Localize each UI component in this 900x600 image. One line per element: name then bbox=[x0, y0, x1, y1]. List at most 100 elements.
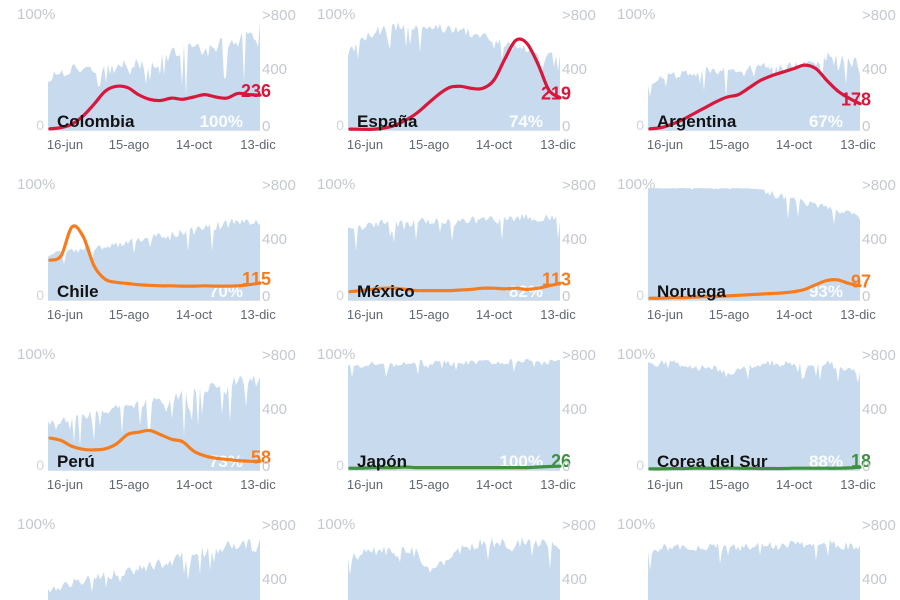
daily-cases-area bbox=[48, 218, 260, 300]
x-tick-label: 15-ago bbox=[709, 307, 749, 322]
y-axis-left-bottom-label: 0 bbox=[36, 287, 44, 303]
x-tick-label: 16-jun bbox=[647, 307, 683, 322]
y-axis-left-bottom-label: 0 bbox=[336, 117, 344, 133]
share-label: 82% bbox=[509, 282, 543, 301]
rate-line bbox=[48, 224, 262, 288]
daily-cases-area bbox=[348, 22, 560, 130]
x-tick-label: 16-jun bbox=[647, 137, 683, 152]
x-tick-label: 14-oct bbox=[176, 477, 213, 492]
daily-cases-area bbox=[48, 374, 260, 470]
y-axis-right-mid-label: 400 bbox=[862, 401, 887, 418]
x-tick-label: 13-dic bbox=[840, 477, 876, 492]
y-axis-left-top-label: 100% bbox=[17, 176, 55, 193]
country-name-label: Argentina bbox=[657, 112, 737, 131]
x-tick-label: 15-ago bbox=[709, 477, 749, 492]
y-axis-right-top-label: >800 bbox=[262, 177, 296, 194]
y-axis-right-top-label: >800 bbox=[862, 517, 896, 534]
x-tick-label: 14-oct bbox=[476, 307, 513, 322]
x-tick-label: 13-dic bbox=[240, 477, 276, 492]
line-end-value-label: 97 bbox=[851, 272, 871, 292]
share-label: 100% bbox=[200, 112, 243, 131]
country-name-label: Colombia bbox=[57, 112, 135, 131]
x-tick-label: 13-dic bbox=[540, 477, 576, 492]
line-end-value-label: 113 bbox=[542, 269, 571, 289]
x-tick-label: 14-oct bbox=[776, 477, 813, 492]
y-axis-right-bottom-label: 0 bbox=[562, 288, 570, 305]
y-axis-left-top-label: 100% bbox=[617, 176, 655, 193]
y-axis-right-mid-label: 400 bbox=[262, 401, 287, 418]
x-tick-label: 16-jun bbox=[647, 477, 683, 492]
country-name-label: Japón bbox=[357, 452, 407, 471]
y-axis-left-bottom-label: 0 bbox=[336, 287, 344, 303]
x-tick-label: 16-jun bbox=[47, 477, 83, 492]
y-axis-left-bottom-label: 0 bbox=[36, 117, 44, 133]
y-axis-left-top-label: 100% bbox=[617, 516, 655, 533]
x-tick-label: 15-ago bbox=[409, 307, 449, 322]
rate-line bbox=[48, 428, 262, 463]
y-axis-left-bottom-label: 0 bbox=[636, 457, 644, 473]
line-end-value-label: 18 bbox=[851, 451, 871, 471]
rate-line bbox=[348, 37, 562, 131]
y-axis-right-top-label: >800 bbox=[562, 347, 596, 364]
y-axis-left-top-label: 100% bbox=[317, 6, 355, 23]
x-tick-label: 15-ago bbox=[109, 307, 149, 322]
y-axis-right-top-label: >800 bbox=[262, 7, 296, 24]
y-axis-right-mid-label: 400 bbox=[262, 61, 287, 78]
y-axis-right-top-label: >800 bbox=[562, 7, 596, 24]
country-name-label: Chile bbox=[57, 282, 99, 301]
x-tick-label: 15-ago bbox=[109, 137, 149, 152]
y-axis-right-mid-label: 400 bbox=[562, 61, 587, 78]
x-tick-label: 14-oct bbox=[176, 137, 213, 152]
daily-cases-area bbox=[648, 359, 860, 470]
share-label: 67% bbox=[809, 112, 843, 131]
y-axis-left-top-label: 100% bbox=[317, 346, 355, 363]
y-axis-left-bottom-label: 0 bbox=[636, 117, 644, 133]
y-axis-right-top-label: >800 bbox=[562, 177, 596, 194]
y-axis-right-bottom-label: 0 bbox=[262, 118, 270, 135]
country-name-label: España bbox=[357, 112, 418, 131]
y-axis-right-mid-label: 400 bbox=[262, 231, 287, 248]
daily-cases-area bbox=[348, 359, 560, 470]
daily-cases-area bbox=[348, 213, 560, 300]
y-axis-right-top-label: >800 bbox=[562, 517, 596, 534]
share-label: 93% bbox=[809, 282, 843, 301]
x-tick-label: 13-dic bbox=[840, 307, 876, 322]
share-label: 74% bbox=[509, 112, 543, 131]
daily-cases-area bbox=[648, 187, 860, 300]
line-end-value-label: 236 bbox=[241, 81, 271, 101]
share-label: 88% bbox=[809, 452, 843, 471]
y-axis-right-mid-label: 400 bbox=[562, 401, 587, 418]
y-axis-right-bottom-label: 0 bbox=[562, 118, 570, 135]
share-label: 73% bbox=[209, 452, 243, 471]
x-tick-label: 13-dic bbox=[240, 307, 276, 322]
line-end-value-label: 115 bbox=[242, 269, 271, 289]
rate-line bbox=[348, 281, 562, 294]
y-axis-right-bottom-label: 0 bbox=[862, 288, 870, 305]
country-name-label: Corea del Sur bbox=[657, 452, 768, 471]
x-tick-label: 14-oct bbox=[776, 307, 813, 322]
y-axis-right-bottom-label: 0 bbox=[262, 288, 270, 305]
daily-cases-area bbox=[48, 22, 260, 131]
rate-line bbox=[648, 63, 862, 131]
rate-line bbox=[348, 464, 562, 470]
daily-cases-area bbox=[48, 538, 260, 600]
country-name-label: México bbox=[357, 282, 415, 301]
country-name-label: Noruega bbox=[657, 282, 727, 301]
rate-line bbox=[648, 465, 862, 471]
y-axis-right-top-label: >800 bbox=[862, 7, 896, 24]
x-tick-label: 16-jun bbox=[347, 307, 383, 322]
x-tick-label: 16-jun bbox=[347, 137, 383, 152]
rate-line bbox=[648, 278, 862, 300]
y-axis-right-mid-label: 400 bbox=[562, 571, 587, 588]
line-end-value-label: 219 bbox=[541, 84, 571, 104]
y-axis-right-mid-label: 400 bbox=[862, 231, 887, 248]
x-tick-label: 15-ago bbox=[409, 477, 449, 492]
